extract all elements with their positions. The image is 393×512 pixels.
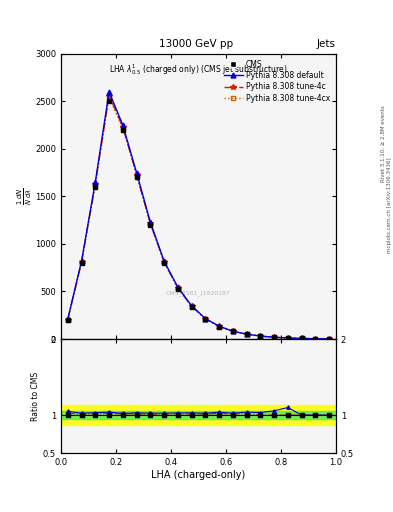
- Text: CMS_3561_J1920187: CMS_3561_J1920187: [166, 290, 231, 296]
- Y-axis label: Ratio to CMS: Ratio to CMS: [31, 372, 40, 421]
- Text: Rivet 3.1.10, ≥ 2.8M events: Rivet 3.1.10, ≥ 2.8M events: [381, 105, 386, 182]
- Text: 13000 GeV pp: 13000 GeV pp: [160, 38, 233, 49]
- Y-axis label: $\frac{1}{N}\frac{dN}{d\lambda}$: $\frac{1}{N}\frac{dN}{d\lambda}$: [15, 187, 33, 205]
- Text: Jets: Jets: [317, 38, 336, 49]
- Text: mcplots.cern.ch [arXiv:1306.3436]: mcplots.cern.ch [arXiv:1306.3436]: [387, 157, 391, 252]
- X-axis label: LHA (charged-only): LHA (charged-only): [151, 470, 246, 480]
- Legend: CMS, Pythia 8.308 default, Pythia 8.308 tune-4c, Pythia 8.308 tune-4cx: CMS, Pythia 8.308 default, Pythia 8.308 …: [221, 57, 332, 105]
- Text: LHA $\lambda^1_{0.5}$ (charged only) (CMS jet substructure): LHA $\lambda^1_{0.5}$ (charged only) (CM…: [109, 62, 288, 77]
